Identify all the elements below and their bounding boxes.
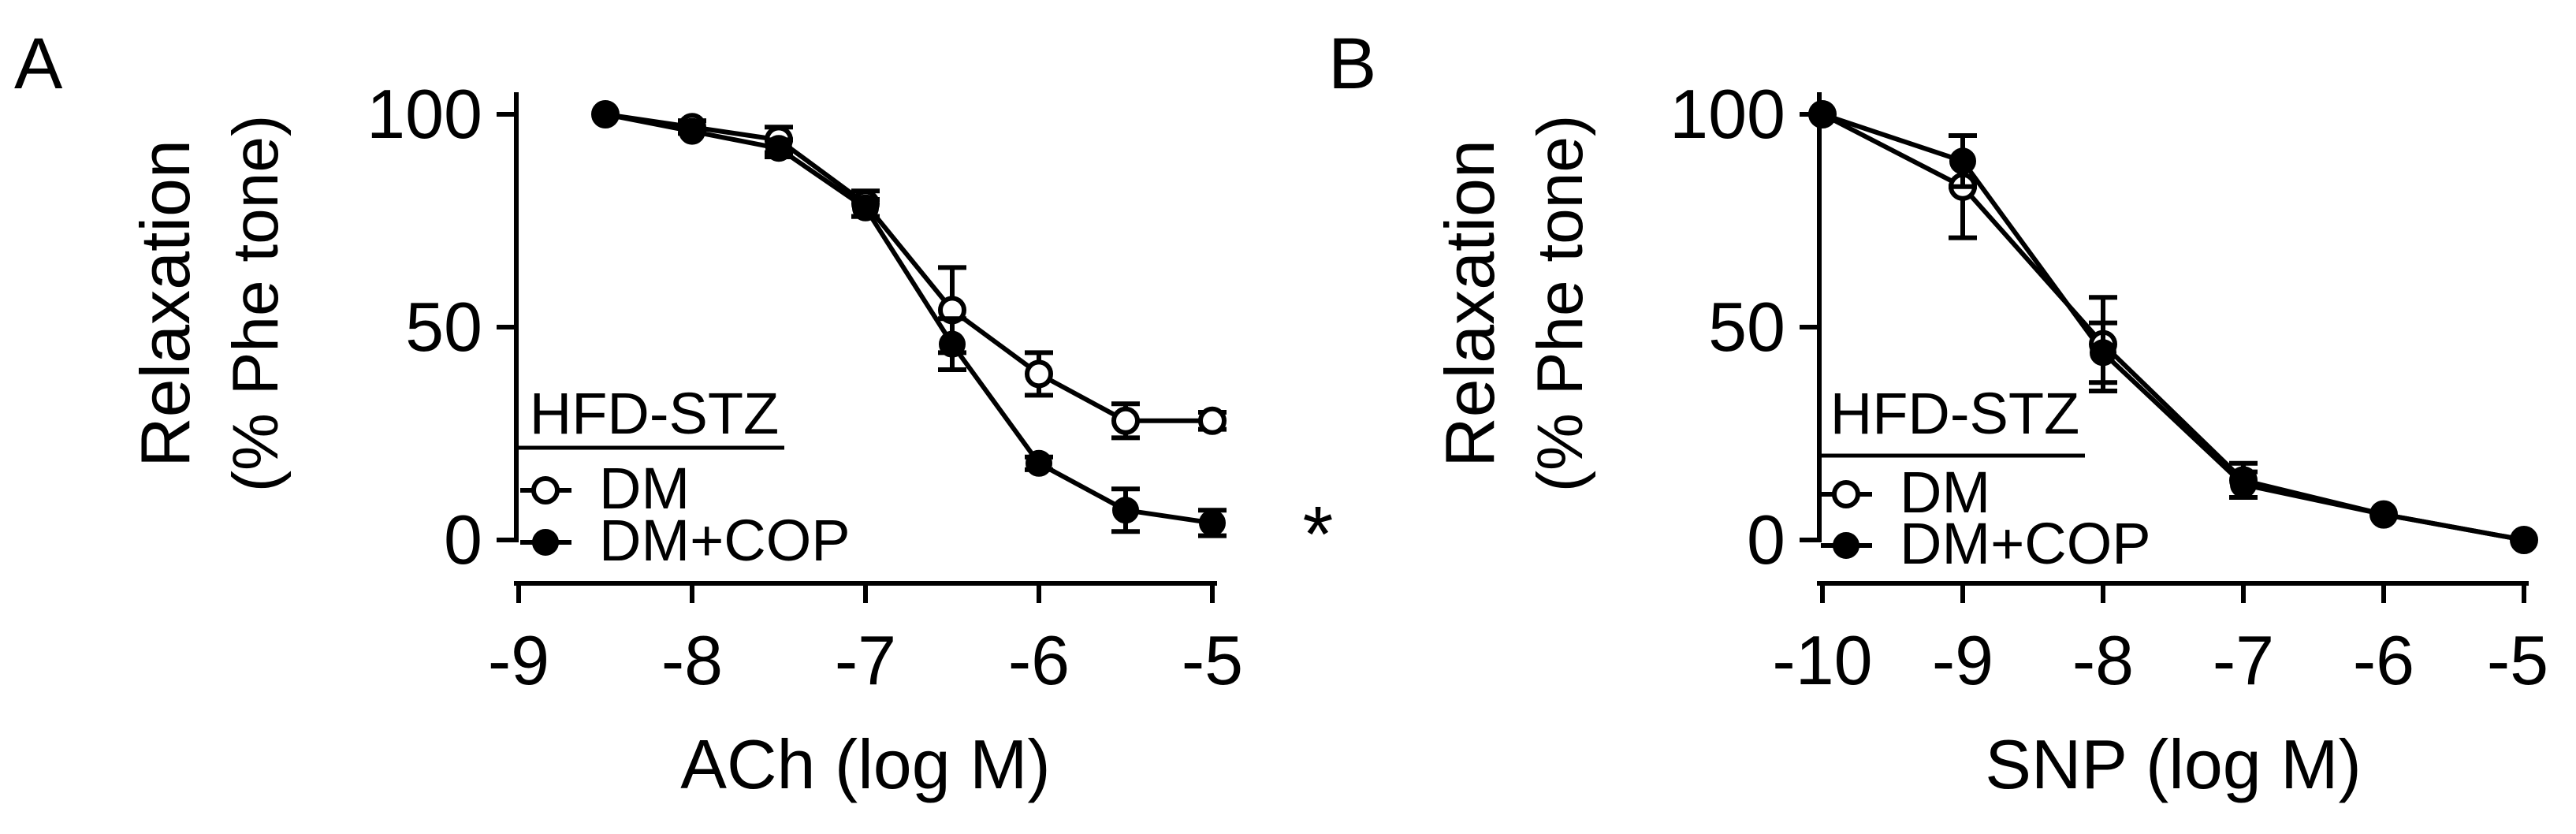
panel-b-dmcop-point [2090, 339, 2116, 367]
panel-b-dmcop-point [2230, 471, 2257, 498]
panel-b-ylabel-line2: (% Phe tone) [1524, 115, 1596, 493]
panel-a-dm-point [1025, 359, 1053, 389]
panel-b-xtick-label: -5 [2487, 621, 2548, 699]
panel-label-b: B [1328, 24, 1376, 104]
panel-a-dmcop-point [1199, 509, 1226, 537]
panel-b-ylabel-line1: Relaxation [1431, 140, 1509, 467]
panel-a-dmcop-point [939, 330, 966, 358]
panel-b-dmcop-point [1949, 147, 1976, 175]
panel-b-series-dmcop-line [1822, 112, 2525, 542]
panel-a-xtick-label: -5 [1182, 621, 1243, 699]
panel-b-legend-dmcop-label: DM+COP [1900, 511, 2151, 576]
panel-a-ylabel-line1: Relaxation [126, 140, 204, 467]
panel-b-xlabel: SNP (log M) [1985, 725, 2362, 803]
panel-a-ytick-label: 50 [405, 288, 482, 366]
panel-a-xtick-label: -9 [488, 621, 549, 699]
panel-a-xtick-label: -7 [835, 621, 896, 699]
panel-b: B Relaxation (% Phe tone) 0 50 100 -10 -… [1328, 24, 2548, 803]
panel-b-dmcop-point [2511, 527, 2537, 553]
panel-b-plot-area [1808, 100, 2538, 554]
panel-b-xtick-label: -10 [1772, 621, 1872, 699]
panel-b-xtick-label: -8 [2072, 621, 2134, 699]
panel-b-dmcop-point [1809, 101, 1836, 128]
panel-a-dmcop-point [679, 117, 705, 145]
panel-a-dmcop-point [852, 194, 879, 222]
panel-a-legend-dmcop-marker [532, 529, 559, 556]
panel-a-dm-point [1198, 406, 1227, 435]
panel-a-legend-dm-marker [531, 476, 560, 504]
panel-a-significance-asterisk: * [1303, 490, 1334, 579]
panel-a-dmcop-point [1026, 449, 1052, 477]
panel-b-ytick-label: 100 [1670, 75, 1785, 153]
panel-a-legend-title: HFD-STZ [530, 381, 780, 446]
panel-a-dmcop-point [592, 101, 619, 128]
panel-a-plot-area [591, 100, 1227, 538]
panel-a-dmcop-point [765, 135, 792, 162]
panel-a-xtick-label: -6 [1008, 621, 1070, 699]
panel-b-dmcop-point [2370, 501, 2397, 528]
panel-a-series-dmcop-line [605, 112, 1213, 526]
panel-a-dm-point [1111, 406, 1140, 435]
panel-a-legend-dmcop-label: DM+COP [599, 508, 851, 573]
panel-a-dmcop-point [1112, 497, 1139, 524]
panel-label-a: A [14, 24, 63, 104]
panel-b-ytick-label: 0 [1747, 501, 1785, 579]
panel-a-series-dm-line [605, 112, 1212, 423]
panel-b-xtick-label: -7 [2213, 621, 2274, 699]
panel-b-legend-title: HFD-STZ [1830, 381, 2080, 446]
panel-a-xtick-label: -8 [661, 621, 723, 699]
panel-a-xlabel: ACh (log M) [680, 725, 1050, 803]
panel-a-ytick-label: 100 [367, 75, 482, 153]
panel-b-ytick-label: 50 [1708, 288, 1785, 366]
panel-b-xtick-label: -6 [2353, 621, 2414, 699]
panel-a-ylabel-line2: (% Phe tone) [220, 115, 292, 493]
panel-a-legend-dm-label: DM [599, 456, 690, 521]
panel-a: A Relaxation (% Phe tone) 0 50 100 -9 -8… [14, 24, 1333, 803]
panel-b-legend-dmcop-marker [1833, 532, 1859, 559]
panel-a-ytick-label: 0 [444, 501, 482, 579]
panel-b-legend-dm-label: DM [1900, 460, 1990, 525]
panel-b-legend-dm-marker [1832, 480, 1860, 508]
panel-b-xtick-label: -9 [1932, 621, 1993, 699]
